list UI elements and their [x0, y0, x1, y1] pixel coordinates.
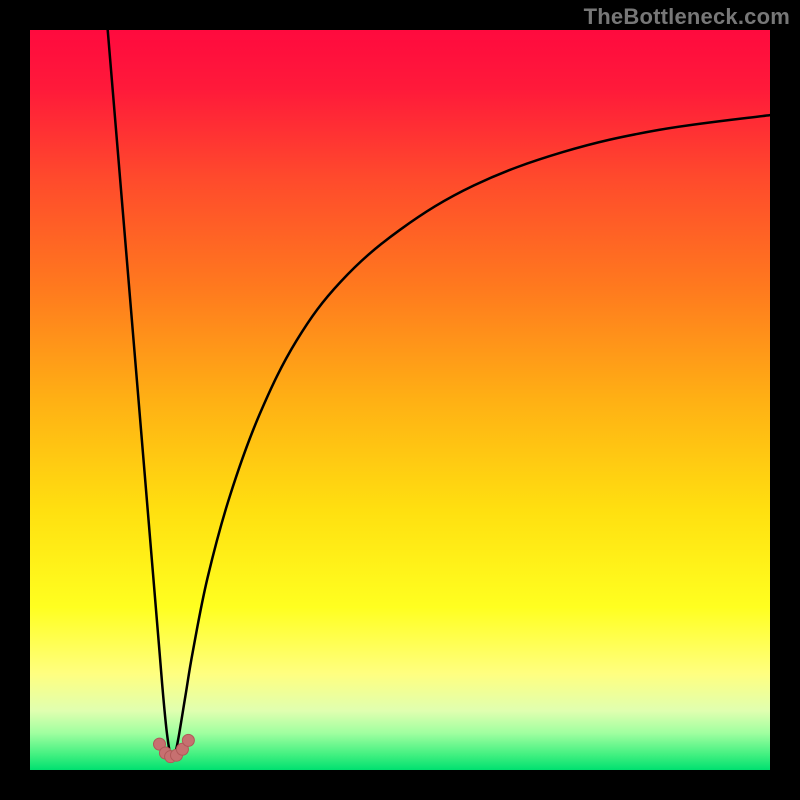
curve-marker: [182, 734, 194, 746]
watermark-text: TheBottleneck.com: [584, 4, 790, 30]
chart-canvas: TheBottleneck.com: [0, 0, 800, 800]
bottleneck-curve: [108, 30, 770, 758]
bottleneck-curve-plot: [0, 0, 800, 800]
curve-markers: [154, 734, 195, 762]
